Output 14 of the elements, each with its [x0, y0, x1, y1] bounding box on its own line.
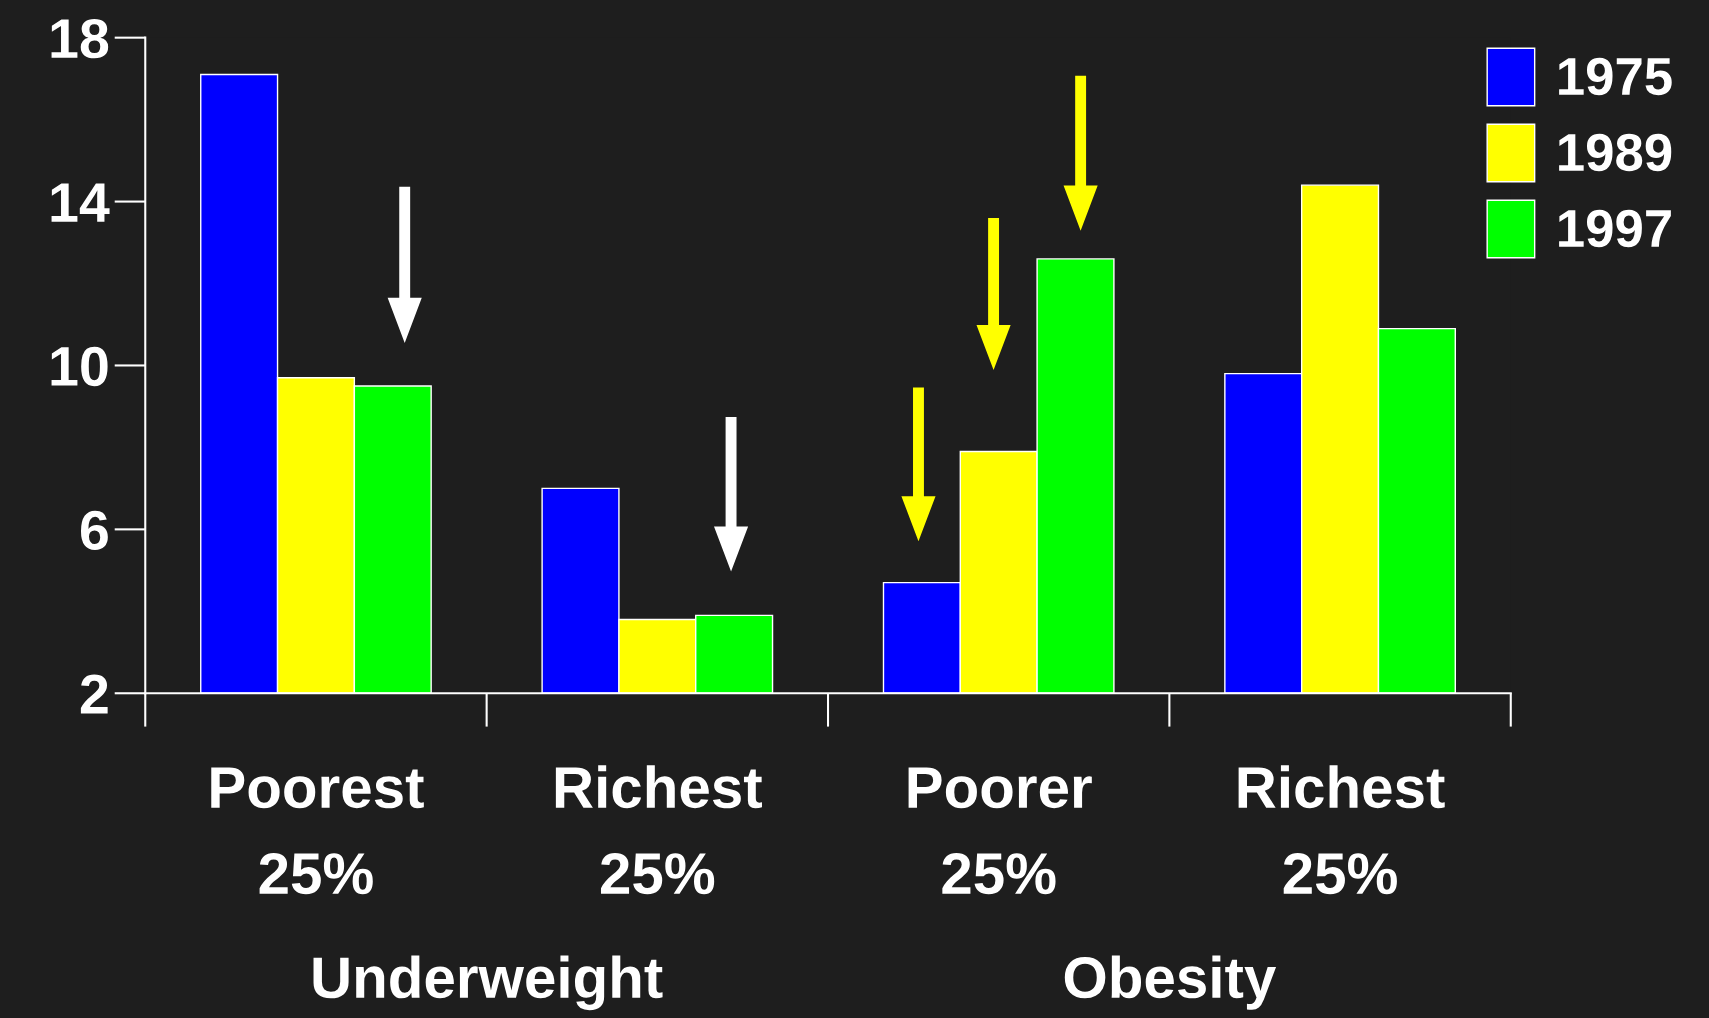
text: Underweight	[313, 955, 663, 1011]
y-tick-label: 2	[80, 674, 108, 714]
y-tick-label: 14	[51, 183, 110, 222]
y-tick-label: 6	[80, 510, 108, 551]
text: Obesity	[1064, 955, 1277, 1010]
y-tick-label: 10	[51, 346, 108, 387]
x-tick-label: Poorest 25%	[211, 767, 424, 895]
x-tick-label: Richest 25%	[555, 765, 762, 895]
y-tick-label: 18	[51, 19, 109, 59]
legend-label: 1975	[1559, 57, 1672, 96]
x-tick-label: Richest 25%	[1238, 765, 1445, 895]
x-tick-label: Poorer 25%	[908, 767, 1092, 895]
legend-label: 1997	[1559, 209, 1671, 248]
legend-label: 1989	[1559, 133, 1672, 172]
